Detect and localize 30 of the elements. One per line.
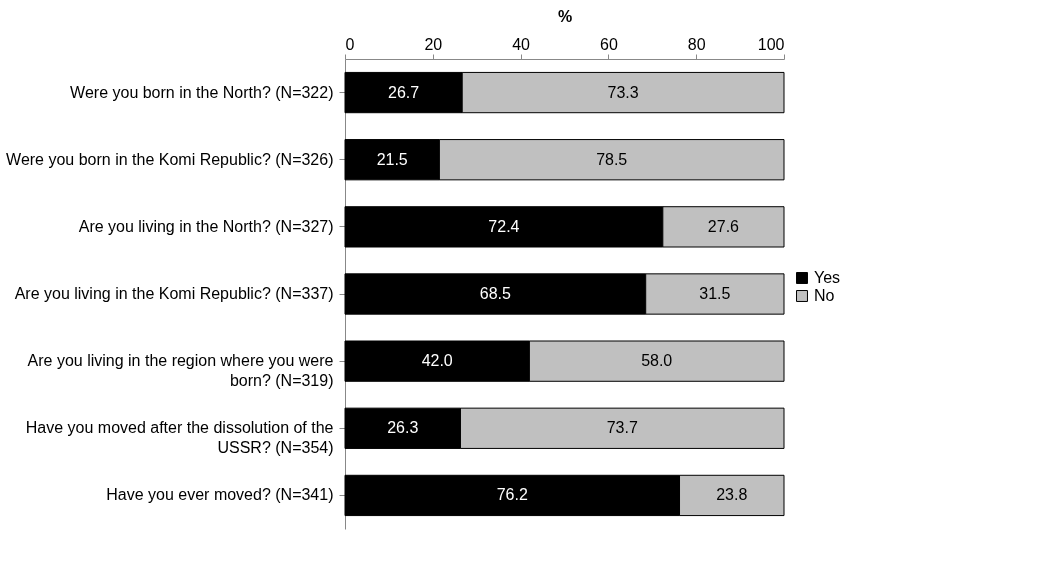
data-label: 31.5: [699, 285, 731, 302]
x-tick-label: 80: [687, 35, 706, 53]
data-label: 76.2: [496, 486, 528, 504]
y-tick-label: Were you born in the North? (N=322): [70, 83, 334, 101]
x-tick-label: 40: [512, 35, 531, 53]
y-tick-label: Were you born in the Komi Republic? (N=326): [6, 150, 334, 168]
x-axis-title: %: [557, 7, 573, 25]
y-tick-label: Have you moved after the dissolution of the USSR? (N=354): [25, 419, 334, 457]
data-label: 26.7: [388, 83, 420, 101]
y-tick-label: Are you living in the North? (N=327): [78, 217, 334, 235]
x-tick-label: 60: [600, 35, 618, 53]
data-label: 73.3: [607, 83, 639, 101]
y-tick-label: Are you living in the region where you were born? (N=319): [27, 352, 334, 390]
y-tick-label: Have you ever moved? (N=341): [106, 486, 334, 504]
y-tick-label: Are you living in the Komi Republic? (N=337): [14, 285, 334, 302]
data-label: 73.7: [606, 419, 638, 437]
x-tick-label: 100: [757, 35, 785, 53]
x-tick-label: 0: [345, 35, 355, 53]
data-label: 42.0: [421, 352, 453, 370]
legend-label: Yes: [814, 269, 841, 286]
data-label: 72.4: [488, 217, 520, 235]
data-label: 23.8: [716, 486, 748, 504]
data-label: 26.3: [387, 419, 419, 437]
legend-label: No: [814, 287, 835, 304]
data-label: 21.5: [376, 150, 408, 168]
data-label: 68.5: [479, 285, 512, 302]
data-label: 27.6: [707, 217, 740, 235]
data-label: 78.5: [596, 150, 628, 168]
data-label: 58.0: [641, 352, 673, 370]
x-tick-label: 20: [424, 35, 443, 53]
